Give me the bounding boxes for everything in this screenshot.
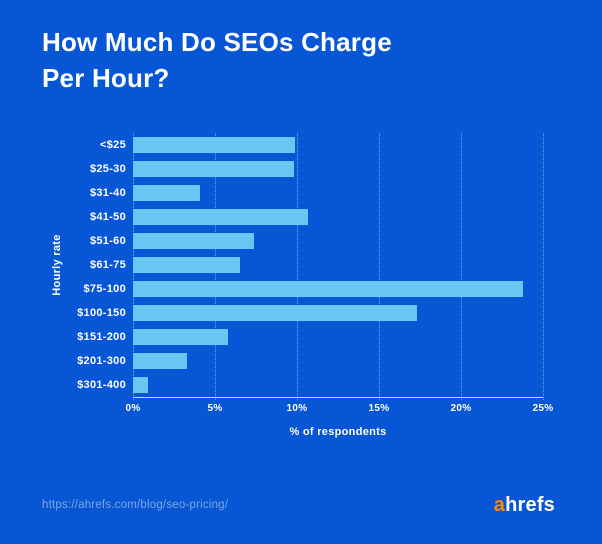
bar-$151-200	[133, 329, 229, 345]
category-label: $151-200	[77, 331, 126, 343]
ahrefs-logo: ahrefs	[494, 494, 555, 517]
chart-title-line1: How Much Do SEOs Charge	[42, 27, 392, 57]
ahrefs-logo-accent-letter: a	[493, 493, 506, 516]
category-labels: <$25 $25-30 $31-40 $41-50 $51-60 $61-75 $75-10…	[0, 133, 126, 397]
category-label: <$25	[100, 139, 126, 151]
gridline	[461, 133, 462, 400]
bar-$201-300	[133, 353, 188, 369]
category-label: $41-50	[89, 211, 126, 223]
x-tick-label: 20%	[450, 403, 472, 414]
category-label: $201-300	[77, 355, 126, 367]
bar-row	[133, 205, 543, 229]
x-tick-label: 10%	[286, 403, 308, 414]
bar-row	[133, 301, 543, 325]
bar-$301-400	[133, 377, 148, 393]
bar-$51-60	[133, 233, 255, 249]
bar-row	[133, 325, 543, 349]
chart-title-line2: Per Hour?	[42, 63, 170, 93]
ahrefs-logo-rest: hrefs	[505, 493, 555, 516]
category-label: $100-150	[77, 307, 126, 319]
bar-$41-50	[133, 209, 309, 225]
gridline	[543, 133, 544, 400]
bar-$61-75	[133, 257, 240, 273]
bar-$100-150	[133, 305, 417, 321]
x-tick-label: 0%	[125, 403, 141, 414]
category-label: $75-100	[83, 283, 126, 295]
x-tick-label: 25%	[532, 403, 554, 414]
x-axis-ticks: 0% 5% 10% 15% 20% 25%	[125, 403, 553, 417]
gridline	[297, 133, 298, 400]
bar-row	[133, 277, 543, 301]
bar-$75-100	[133, 281, 524, 297]
bar-row	[133, 253, 543, 277]
x-tick-label: 15%	[368, 403, 390, 414]
bar-<$25	[133, 137, 296, 153]
plot-area	[133, 133, 544, 400]
bar-row	[133, 349, 543, 373]
bar-$25-30	[133, 161, 294, 177]
gridline	[379, 133, 380, 400]
x-tick-label: 5%	[207, 403, 223, 414]
bar-row	[133, 229, 543, 253]
category-label: $25-30	[89, 163, 126, 175]
bar-row	[133, 157, 543, 181]
bar-row	[133, 181, 543, 205]
category-label: $301-400	[77, 379, 126, 391]
bar-row	[133, 133, 543, 157]
category-label: $61-75	[89, 259, 126, 271]
bar-row	[133, 373, 543, 397]
chart-title: How Much Do SEOs Charge Per Hour?	[42, 24, 392, 96]
bar-$31-40	[133, 185, 201, 201]
footer: https://ahrefs.com/blog/seo-pricing/ ahr…	[42, 492, 555, 518]
bar-rows	[133, 133, 543, 397]
category-label: $31-40	[89, 187, 126, 199]
source-url[interactable]: https://ahrefs.com/blog/seo-pricing/	[42, 499, 229, 511]
category-label: $51-60	[89, 235, 126, 247]
x-axis-title: % of respondents	[289, 426, 387, 438]
